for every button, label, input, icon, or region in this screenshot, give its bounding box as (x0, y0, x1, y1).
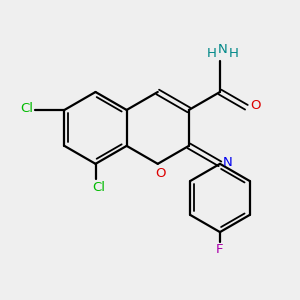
Text: H: H (229, 47, 239, 60)
Text: Cl: Cl (20, 102, 33, 115)
Text: F: F (216, 243, 224, 256)
Text: Cl: Cl (92, 182, 105, 194)
Text: N: N (218, 43, 228, 56)
Text: H: H (207, 47, 217, 60)
Text: O: O (155, 167, 165, 180)
Text: O: O (250, 99, 260, 112)
Text: N: N (223, 156, 232, 169)
